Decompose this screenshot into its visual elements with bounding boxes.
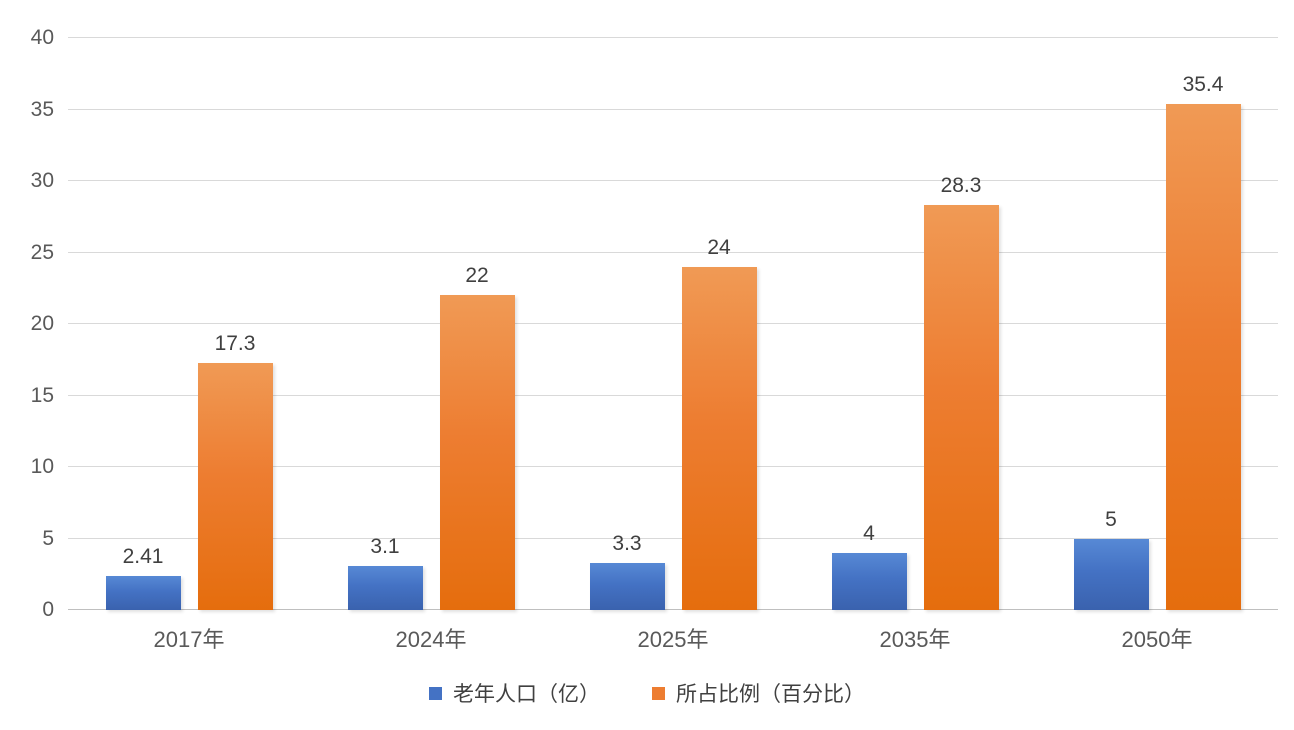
legend-item-proportion: 所占比例（百分比） <box>652 678 865 708</box>
gridline <box>68 537 1278 539</box>
legend-swatch-population <box>429 686 442 700</box>
data-label: 3.3 <box>612 531 642 555</box>
data-label: 5 <box>1105 507 1117 531</box>
bar-series0-2024年 <box>347 565 423 610</box>
data-label: 2.41 <box>122 544 164 568</box>
x-tick-label: 2017年 <box>153 627 225 652</box>
bar-series1-2024年 <box>439 295 515 610</box>
legend: 老年人口（亿） 所占比例（百分比） <box>0 678 1294 708</box>
data-label: 28.3 <box>940 174 982 198</box>
bar-series0-2025年 <box>589 562 665 610</box>
gridline <box>68 323 1278 324</box>
x-tick-label: 2050年 <box>1121 627 1193 652</box>
gridline <box>68 180 1278 181</box>
y-tick-label: 40 <box>30 26 54 49</box>
bar-series1-2025年 <box>681 266 757 610</box>
y-tick-label: 30 <box>30 169 54 192</box>
data-label: 4 <box>863 521 875 545</box>
bar-series1-2035年 <box>923 205 999 610</box>
data-label: 24 <box>707 235 731 259</box>
x-tick-label: 2025年 <box>637 627 709 652</box>
x-tick-label: 2035年 <box>879 627 951 652</box>
data-label: 22 <box>465 264 489 288</box>
y-tick-label: 35 <box>30 97 54 121</box>
x-tick-label: 2024年 <box>395 627 467 652</box>
data-label: 17.3 <box>214 331 256 355</box>
gridline <box>68 251 1278 253</box>
gridline <box>68 466 1278 467</box>
y-tick-label: 20 <box>30 312 54 335</box>
gridline <box>68 394 1278 396</box>
data-label: 35.4 <box>1182 72 1224 96</box>
data-label: 3.1 <box>370 534 400 558</box>
legend-swatch-proportion <box>652 686 665 700</box>
legend-label-population: 老年人口（亿） <box>453 683 600 706</box>
y-tick-label: 10 <box>30 455 54 478</box>
y-tick-label: 5 <box>42 526 54 550</box>
bar-series0-2017年 <box>105 575 181 610</box>
x-axis-baseline <box>68 609 1278 610</box>
legend-label-proportion: 所占比例（百分比） <box>676 683 865 706</box>
gridline <box>68 37 1278 38</box>
legend-item-population: 老年人口（亿） <box>429 678 600 708</box>
plot-area: 2.41 17.3 3.1 22 3.3 24 4 28.3 5 35.4 <box>68 37 1278 610</box>
y-tick-label: 25 <box>30 240 54 264</box>
y-tick-label: 15 <box>30 383 54 407</box>
bar-series1-2017年 <box>197 362 273 610</box>
y-tick-label: 0 <box>42 598 54 621</box>
gridline <box>68 108 1278 110</box>
bar-series1-2050年 <box>1165 103 1241 610</box>
bar-series0-2035年 <box>831 552 907 610</box>
x-axis: 2017年 2024年 2025年 2035年 2050年 <box>68 622 1278 654</box>
bar-series0-2050年 <box>1073 538 1149 610</box>
